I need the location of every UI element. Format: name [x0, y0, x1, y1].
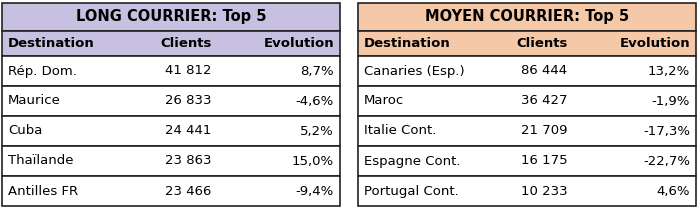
Bar: [2, 116, 340, 146]
Text: Rép. Dom.: Rép. Dom.: [8, 65, 77, 78]
Text: Antilles FR: Antilles FR: [8, 184, 78, 198]
Text: Thaïlande: Thaïlande: [8, 155, 74, 167]
Text: 26 833: 26 833: [165, 94, 211, 107]
Text: Maurice: Maurice: [8, 94, 61, 107]
Text: LONG COURRIER: Top 5: LONG COURRIER: Top 5: [76, 10, 266, 24]
Text: Destination: Destination: [364, 37, 451, 50]
Text: 86 444: 86 444: [522, 65, 568, 78]
Bar: [358, 116, 696, 146]
Text: 21 709: 21 709: [521, 124, 568, 138]
Text: Clients: Clients: [516, 37, 568, 50]
Text: 5,2%: 5,2%: [300, 124, 334, 138]
Text: 15,0%: 15,0%: [292, 155, 334, 167]
Text: -1,9%: -1,9%: [652, 94, 690, 107]
Text: Evolution: Evolution: [620, 37, 690, 50]
Bar: [358, 3, 696, 31]
Text: 8,7%: 8,7%: [300, 65, 334, 78]
Text: 41 812: 41 812: [165, 65, 211, 78]
Bar: [358, 176, 696, 206]
Text: 36 427: 36 427: [521, 94, 568, 107]
Text: Italie Cont.: Italie Cont.: [364, 124, 436, 138]
Text: Portugal Cont.: Portugal Cont.: [364, 184, 458, 198]
Text: 13,2%: 13,2%: [648, 65, 690, 78]
Text: Destination: Destination: [8, 37, 95, 50]
Text: 24 441: 24 441: [165, 124, 211, 138]
Bar: [358, 146, 696, 176]
Text: -22,7%: -22,7%: [643, 155, 690, 167]
Bar: [2, 86, 340, 116]
Text: 23 863: 23 863: [165, 155, 211, 167]
Bar: [2, 31, 340, 56]
Text: Espagne Cont.: Espagne Cont.: [364, 155, 461, 167]
Bar: [2, 176, 340, 206]
Bar: [358, 86, 696, 116]
Text: -4,6%: -4,6%: [295, 94, 334, 107]
Text: 4,6%: 4,6%: [657, 184, 690, 198]
Text: Evolution: Evolution: [263, 37, 334, 50]
Text: Maroc: Maroc: [364, 94, 405, 107]
Text: -17,3%: -17,3%: [643, 124, 690, 138]
Text: 23 466: 23 466: [165, 184, 211, 198]
Text: -9,4%: -9,4%: [295, 184, 334, 198]
Text: Cuba: Cuba: [8, 124, 43, 138]
Text: MOYEN COURRIER: Top 5: MOYEN COURRIER: Top 5: [425, 10, 629, 24]
Bar: [2, 56, 340, 86]
Bar: [2, 3, 340, 31]
Bar: [358, 56, 696, 86]
Text: Canaries (Esp.): Canaries (Esp.): [364, 65, 465, 78]
Bar: [358, 31, 696, 56]
Text: 16 175: 16 175: [521, 155, 568, 167]
Text: Clients: Clients: [160, 37, 211, 50]
Bar: [2, 146, 340, 176]
Text: 10 233: 10 233: [521, 184, 568, 198]
